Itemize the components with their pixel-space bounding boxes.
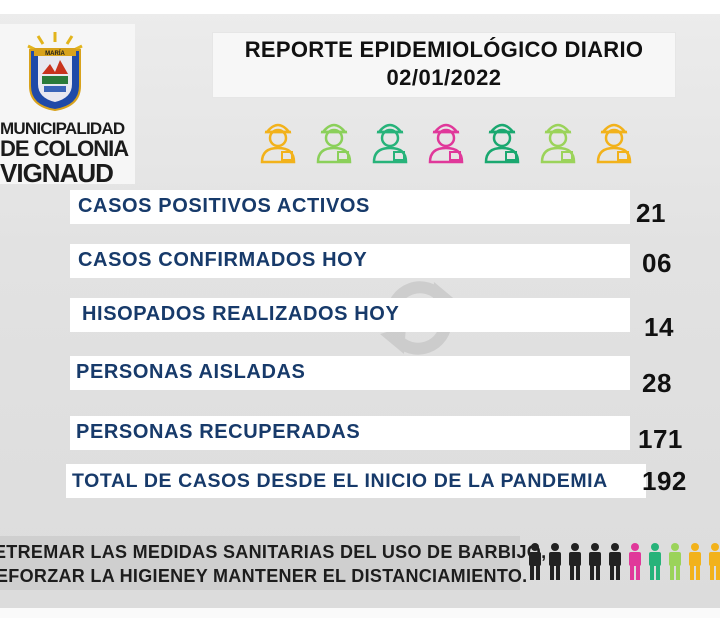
stat-label: HISOPADOS REALIZADOS HOY [82, 303, 400, 325]
bottom-edge [0, 608, 720, 618]
stat-label: TOTAL DE CASOS DESDE EL INICIO DE LA PAN… [72, 470, 608, 492]
police-worker-icon [480, 116, 524, 164]
report-title-box: REPORTE EPIDEMIOLÓGICO DIARIO 02/01/2022 [212, 32, 676, 98]
person-icon [586, 542, 604, 582]
stat-label: CASOS CONFIRMADOS HOY [78, 249, 368, 271]
nurse-worker-icon [424, 116, 468, 164]
municipality-line2: DE COLONIA [0, 136, 129, 161]
person-icon [646, 542, 664, 582]
municipality-line1: MUNICIPALIDAD [0, 119, 125, 138]
shield-motto-top: MARÍA [45, 49, 65, 57]
person-icon [666, 542, 684, 582]
farmer-worker-icon [536, 116, 580, 164]
doctor-worker-icon [312, 116, 356, 164]
prevention-message: ETREMAR LAS MEDIDAS SANITARIAS DEL USO D… [0, 536, 546, 590]
person-icon [686, 542, 704, 582]
person-icon [546, 542, 564, 582]
stat-bar [66, 464, 646, 498]
report-title: REPORTE EPIDEMIOLÓGICO DIARIO [244, 37, 644, 62]
report-date: 02/01/2022 [386, 65, 502, 90]
builder-worker-icon [368, 116, 412, 164]
stat-label: CASOS POSITIVOS ACTIVOS [78, 195, 370, 217]
stat-row-confirmed-today: CASOS CONFIRMADOS HOY 06 [70, 244, 720, 278]
stat-row-total-cases: TOTAL DE CASOS DESDE EL INICIO DE LA PAN… [66, 464, 716, 498]
person-icon [626, 542, 644, 582]
stat-bar [70, 356, 630, 390]
firefighter-worker-icon [592, 116, 636, 164]
prevention-line2: EFORZAR LA HIGIENEY MANTENER EL DISTANCI… [0, 566, 528, 586]
prevention-line1: ETREMAR LAS MEDIDAS SANITARIAS DEL USO D… [0, 542, 547, 562]
stat-value: 28 [642, 368, 672, 398]
person-icon [706, 542, 720, 582]
person-icon [526, 542, 544, 582]
person-icon [566, 542, 584, 582]
stat-row-recovered: PERSONAS RECUPERADAS 171 [70, 416, 720, 454]
stat-bar [70, 298, 630, 332]
stat-bar [70, 416, 630, 450]
person-icon [606, 542, 624, 582]
delivery-worker-icon [256, 116, 300, 164]
municipality-line3: VIGNAUD [0, 158, 114, 188]
stat-label: PERSONAS RECUPERADAS [76, 421, 361, 443]
stat-value: 171 [638, 424, 683, 454]
people-group-icons [526, 542, 720, 584]
municipality-logo-block: MARÍA MUNICIPALIDAD DE COLONIA VIGNAUD [0, 24, 135, 188]
stat-value: 06 [642, 248, 672, 278]
stat-value: 14 [644, 312, 674, 342]
municipality-name: MUNICIPALIDAD DE COLONIA VIGNAUD [0, 119, 135, 188]
top-edge [0, 4, 720, 14]
stat-value: 21 [636, 198, 666, 228]
stat-label: PERSONAS AISLADAS [76, 361, 306, 383]
stat-row-swabs-today: HISOPADOS REALIZADOS HOY 14 [70, 298, 720, 342]
essential-workers-row [256, 116, 636, 166]
stat-value: 192 [642, 466, 687, 496]
stat-bar [70, 190, 630, 224]
municipal-shield-icon: MARÍA [24, 30, 86, 112]
stat-row-isolated: PERSONAS AISLADAS 28 [70, 356, 720, 398]
stat-bar [70, 244, 630, 278]
stat-row-active-cases: CASOS POSITIVOS ACTIVOS 21 [70, 190, 720, 228]
